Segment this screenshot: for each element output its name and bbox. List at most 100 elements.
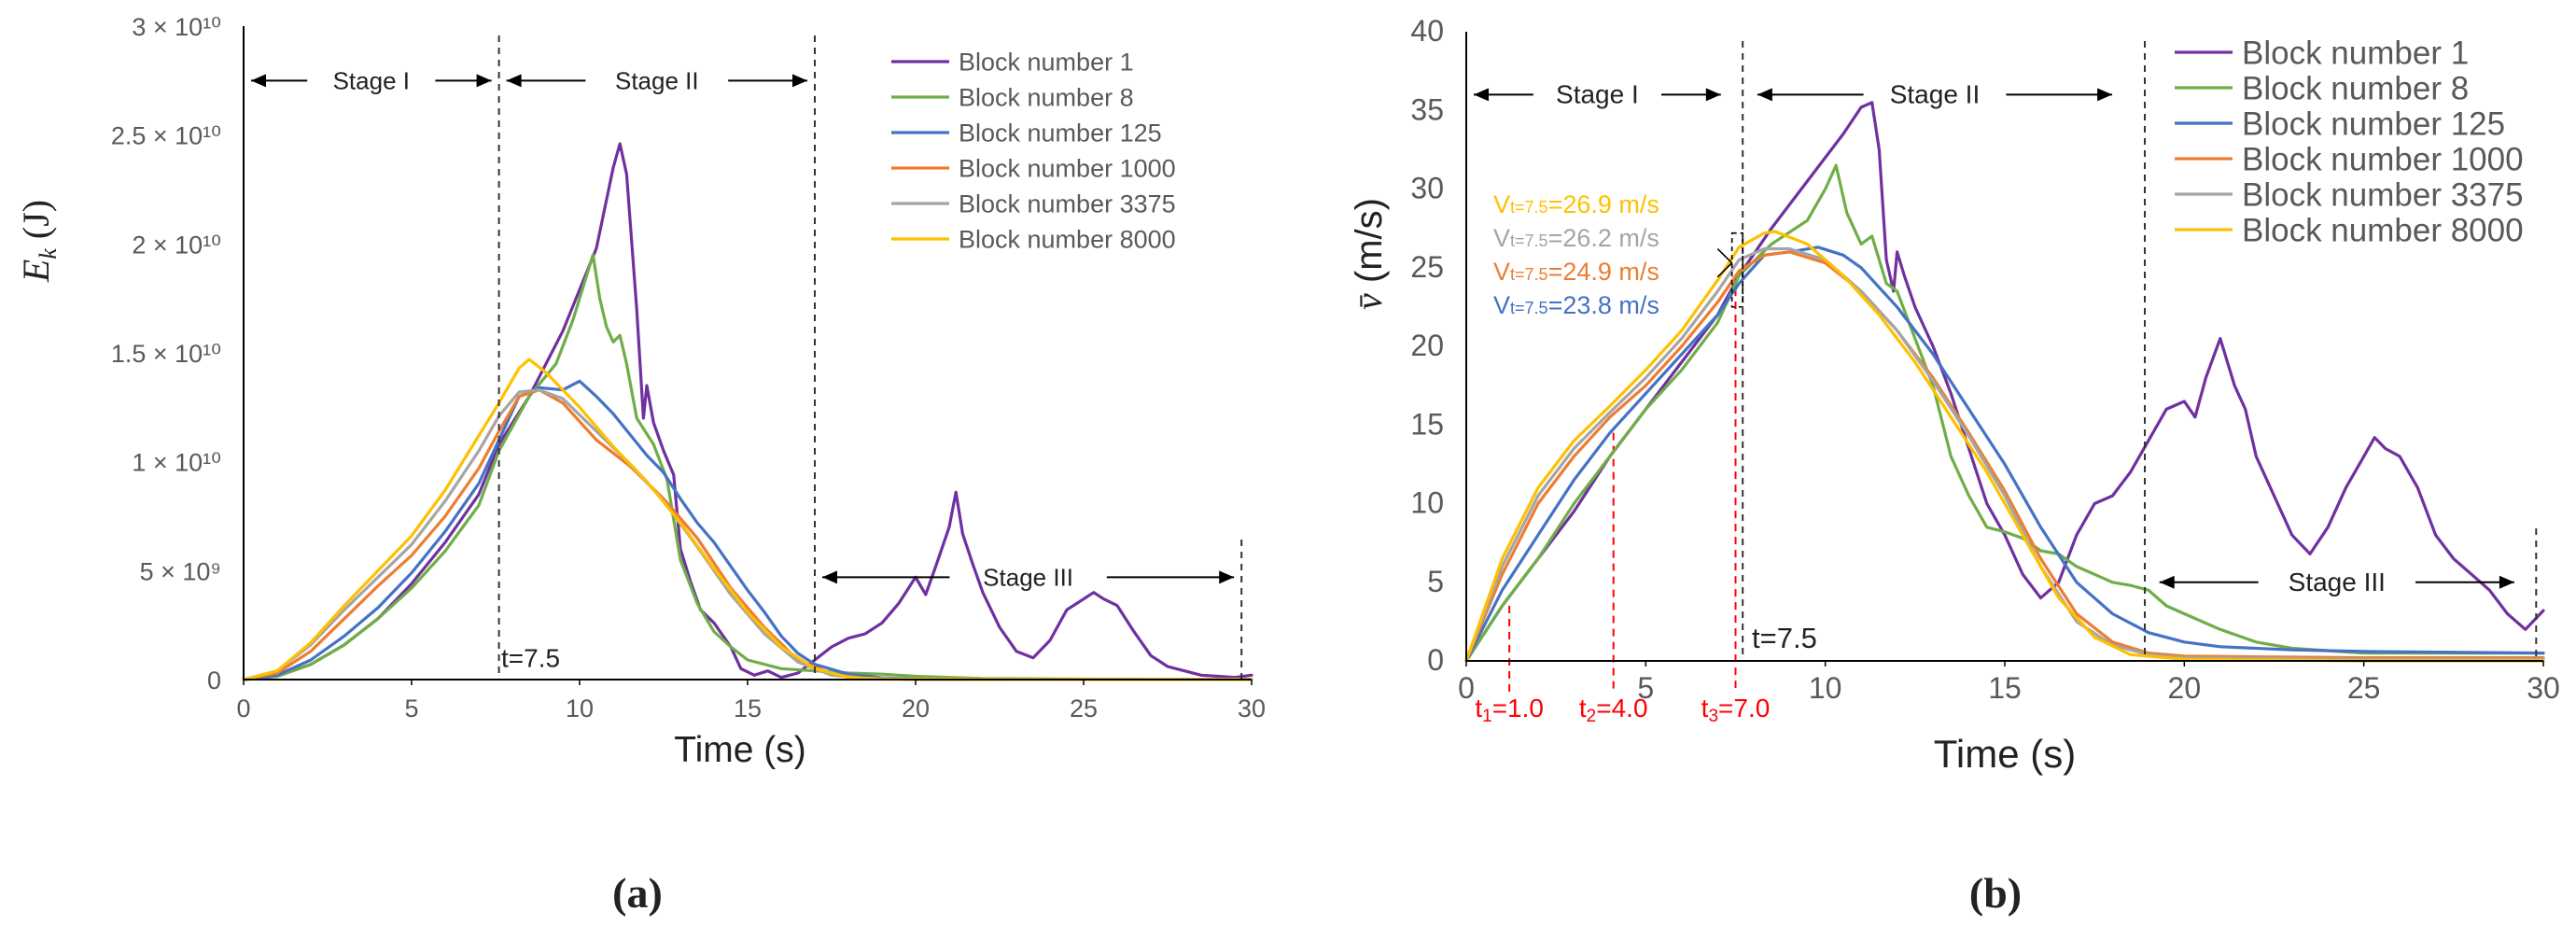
velocity-label-value-2: =26.2 m/s: [1548, 224, 1659, 252]
panel-a-annotations: t=7.5: [501, 644, 560, 673]
panel-a-x-ticks: 0 5 10 15 20 25 30: [236, 680, 1266, 723]
panel-a-stage-arrowhead-right-2: [792, 74, 807, 88]
panel-b-y-axis-label-unit: (m/s): [1349, 198, 1390, 293]
time-marker-label-3: t3=7.0: [1701, 694, 1771, 726]
panel-a-y-tick-label-3: 1.5 × 10¹⁰: [111, 340, 221, 368]
panel-b-stage-label-3: Stage III: [2289, 568, 2386, 596]
panel-a-y-tick-label-4: 2 × 10¹⁰: [132, 231, 221, 259]
panel-b-legend-label-6: Block number 8000: [2242, 213, 2524, 249]
panel-a-y-axis-label-main: E: [15, 260, 57, 283]
panel-a-x-tick-label-4: 20: [902, 694, 930, 723]
panel-a-y-tick-label-2: 1 × 10¹⁰: [132, 449, 221, 477]
panel-b-stage-group: Stage I Stage II Stage III: [1474, 41, 2538, 661]
panel-a-label: (a): [612, 869, 663, 917]
panel-a-legend-label-6: Block number 8000: [959, 226, 1176, 254]
panel-a-legend: Block number 1 Block number 8 Block number…: [891, 49, 1176, 254]
time-marker-label-1: t1=1.0: [1475, 694, 1544, 726]
panel-b-stage-label-2: Stage II: [1890, 79, 1981, 108]
panel-a-stage-arrowhead-left-3: [822, 570, 837, 584]
panel-b-annotations: t=7.5: [1752, 622, 1817, 654]
panel-a-y-axis-label-sub: k: [35, 248, 62, 260]
panel-b-legend-label-3: Block number 125: [2242, 106, 2505, 143]
velocity-label-sub-3: t=7.5: [1510, 265, 1548, 284]
velocity-label-1: Vt=7.5=26.9 m/s: [1493, 190, 1659, 218]
panel-b-x-tick-label-1: 5: [1637, 671, 1654, 705]
velocity-label-prefix-3: V: [1493, 258, 1510, 286]
time-marker-label-value-2: =4.0: [1596, 694, 1647, 723]
panel-a-x-tick-label-1: 5: [404, 694, 418, 723]
panel-a-x-tick-label-0: 0: [236, 694, 250, 723]
panel-a-annotation-1: t=7.5: [501, 644, 560, 673]
panel-a-energy-chart: Stage I Stage II Stage III 0 5 10 15 20 25 30 0 5…: [15, 13, 1266, 917]
panel-b-y-tick-label-1: 5: [1427, 565, 1444, 598]
panel-a-y-axis-label-unit: (J): [15, 200, 57, 248]
panel-a-y-axis-label: Ek (J): [15, 200, 62, 283]
velocity-label-prefix-1: V: [1493, 190, 1510, 218]
panel-a-series-line-6: [242, 358, 1253, 681]
panel-a-legend-label-3: Block number 125: [959, 119, 1162, 147]
velocity-label-value-1: =26.9 m/s: [1548, 190, 1659, 218]
panel-b-stage-arrowhead-left-1: [1474, 88, 1489, 102]
panel-b-y-tick-label-4: 20: [1410, 329, 1444, 362]
panel-b-label: (b): [1969, 869, 2022, 917]
panel-b-y-tick-label-8: 40: [1410, 14, 1444, 48]
velocity-label-value-3: =24.9 m/s: [1548, 258, 1659, 286]
panel-a-y-tick-label-6: 3 × 10¹⁰: [132, 13, 221, 41]
panel-a-y-tick-label-5: 2.5 × 10¹⁰: [111, 122, 221, 150]
panel-a-stage-label-2: Stage II: [615, 66, 699, 94]
velocity-pointer-arrow: [1716, 247, 1733, 278]
panel-b-y-ticks: 0 5 10 15 20 25 30 35 40: [1410, 14, 1444, 677]
panel-a-y-ticks: 0 5 × 10⁹ 1 × 10¹⁰ 1.5 × 10¹⁰ 2 × 10¹⁰ 2.5 × …: [111, 13, 221, 694]
panel-a-series-line-3: [242, 379, 1253, 681]
panel-a-series-group: [242, 142, 1253, 681]
time-marker-label-name-3: t: [1701, 694, 1709, 723]
panel-a-x-axis-label: Time (s): [674, 730, 806, 770]
velocity-label-prefix-2: V: [1493, 224, 1510, 252]
panel-b-x-tick-label-6: 30: [2527, 671, 2560, 705]
panel-b-x-ticks: 0 5 10 15 20 25 30: [1458, 661, 2560, 705]
panel-b-velocity-labels: Vt=7.5=26.9 m/sVt=7.5=26.2 m/sVt=7.5=24.…: [1493, 190, 1743, 319]
panel-a-legend-label-5: Block number 3375: [959, 190, 1176, 218]
panel-a-legend-label-1: Block number 1: [959, 49, 1134, 77]
panel-b-time-marker-lines: [1508, 275, 1737, 693]
panel-b-stage-arrowhead-right-1: [1705, 88, 1721, 102]
panel-b-x-tick-label-2: 10: [1809, 671, 1842, 705]
velocity-label-prefix-4: V: [1493, 291, 1510, 319]
panel-b-stage-arrowhead-right-2: [2097, 88, 2113, 102]
panel-a-series-line-5: [242, 388, 1253, 681]
panel-b-y-tick-label-2: 10: [1410, 486, 1444, 520]
time-marker-label-2: t2=4.0: [1579, 694, 1648, 726]
panel-a-legend-label-4: Block number 1000: [959, 155, 1176, 183]
panel-b-x-tick-label-0: 0: [1458, 671, 1475, 705]
velocity-label-value-4: =23.8 m/s: [1548, 291, 1659, 319]
panel-b-series-group: [1464, 101, 2545, 663]
panel-b-x-tick-label-5: 25: [2347, 671, 2381, 705]
panel-a-stage-arrowhead-left-1: [251, 74, 266, 88]
time-marker-label-name-1: t: [1475, 694, 1482, 723]
panel-b-y-tick-label-7: 35: [1410, 92, 1444, 126]
panel-b-legend-label-4: Block number 1000: [2242, 142, 2524, 178]
panel-b-y-tick-label-3: 15: [1410, 407, 1444, 441]
panel-a-x-tick-label-2: 10: [566, 694, 594, 723]
velocity-label-sub-2: t=7.5: [1510, 232, 1548, 250]
panel-b-stage-arrowhead-left-2: [1757, 88, 1772, 102]
panel-b-x-tick-label-4: 20: [2168, 671, 2202, 705]
time-marker-label-sub-2: 2: [1587, 707, 1597, 726]
panel-a-stage-group: Stage I Stage II Stage III: [251, 35, 1243, 680]
time-marker-label-value-3: =7.0: [1718, 694, 1770, 723]
panel-a-series-line-4: [242, 388, 1253, 681]
panel-b-series-line-1: [1464, 101, 2545, 663]
panel-a-x-tick-label-3: 15: [734, 694, 762, 723]
panel-b-legend-label-1: Block number 1: [2242, 35, 2469, 72]
velocity-label-sub-1: t=7.5: [1510, 198, 1548, 217]
time-marker-label-name-2: t: [1579, 694, 1587, 723]
panel-a-stage-arrowhead-right-1: [476, 74, 492, 88]
panel-b-series-line-2: [1464, 163, 2545, 663]
panel-b-annotation-1: t=7.5: [1752, 622, 1817, 654]
time-marker-label-sub-3: 3: [1708, 707, 1718, 726]
panel-a-stage-label-1: Stage I: [333, 66, 410, 94]
panel-a-series-line-1: [242, 142, 1253, 681]
panel-b-series-line-6: [1464, 230, 2545, 663]
